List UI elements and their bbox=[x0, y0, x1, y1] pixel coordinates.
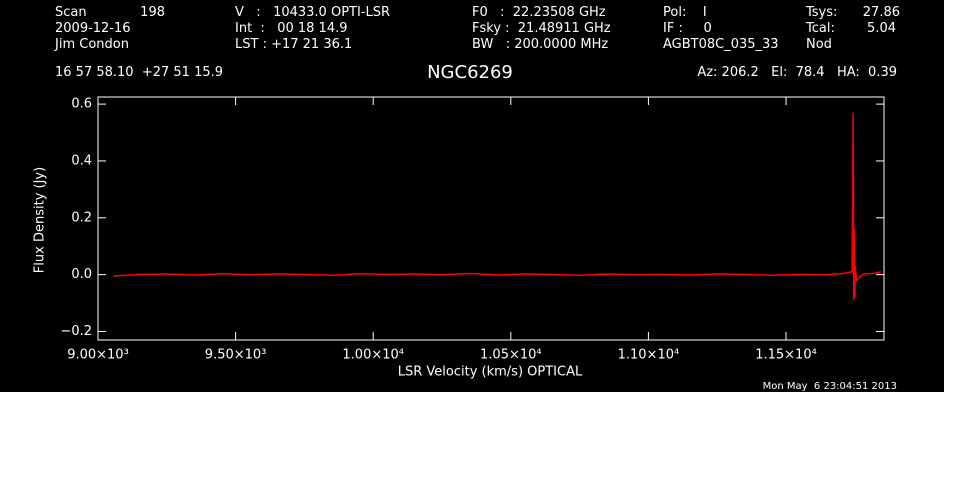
plot-panel: Scan 198 2009-12-16 Jim Condon V : 10433… bbox=[0, 0, 944, 392]
tsys-label: Tsys: bbox=[806, 5, 838, 20]
tcal-label: Tcal: bbox=[806, 21, 835, 36]
integration: Int : 00 18 14.9 bbox=[235, 21, 348, 36]
x-tick-label: 1.15×10⁴ bbox=[755, 348, 817, 363]
lst: LST : +17 21 36.1 bbox=[235, 37, 353, 52]
procedure: Nod bbox=[806, 37, 832, 52]
tsys: 27.86 bbox=[862, 5, 900, 20]
chart: NGC6269 LSR Velocity (km/s) OPTICAL Flux… bbox=[33, 62, 885, 380]
date: 2009-12-16 bbox=[55, 21, 131, 36]
scan-label: Scan bbox=[55, 5, 87, 20]
observer: Jim Condon bbox=[55, 37, 129, 52]
polarization: Pol: I bbox=[663, 5, 707, 20]
f0: F0 : 22.23508 GHz bbox=[472, 5, 606, 20]
pointing: Az: 206.2 El: 78.4 HA: 0.39 bbox=[697, 65, 897, 80]
y-tick-label: 0.6 bbox=[71, 97, 92, 112]
plot-frame bbox=[97, 96, 885, 341]
bandwidth: BW : 200.0000 MHz bbox=[472, 37, 609, 52]
spectrum-line bbox=[113, 112, 882, 301]
y-tick-label: 0.4 bbox=[71, 153, 92, 168]
y-tick-label: 0.2 bbox=[71, 210, 92, 225]
x-tick-label: 1.10×10⁴ bbox=[618, 348, 680, 363]
y-axis-label: Flux Density (Jy) bbox=[33, 167, 48, 273]
y-tick-label: 0.0 bbox=[71, 267, 92, 282]
x-tick-label: 1.00×10⁴ bbox=[342, 348, 404, 363]
x-tick-label: 1.05×10⁴ bbox=[480, 348, 542, 363]
x-tick-label: 9.00×10³ bbox=[67, 348, 129, 363]
timestamp: Mon May 6 23:04:51 2013 bbox=[762, 381, 897, 392]
velocity: V : 10433.0 OPTI-LSR bbox=[235, 5, 391, 20]
y-tick-label: −0.2 bbox=[60, 324, 92, 339]
x-axis-label: LSR Velocity (km/s) OPTICAL bbox=[398, 365, 583, 380]
fsky: Fsky : 21.48911 GHz bbox=[472, 21, 611, 36]
coordinates: 16 57 58.10 +27 51 15.9 bbox=[55, 65, 224, 80]
scan: 198 bbox=[140, 5, 165, 20]
project: AGBT08C_035_33 bbox=[663, 37, 779, 52]
tcal: 5.04 bbox=[867, 21, 896, 36]
x-tick-label: 9.50×10³ bbox=[205, 348, 267, 363]
chart-title: NGC6269 bbox=[427, 62, 513, 83]
if: IF : 0 bbox=[663, 21, 712, 36]
